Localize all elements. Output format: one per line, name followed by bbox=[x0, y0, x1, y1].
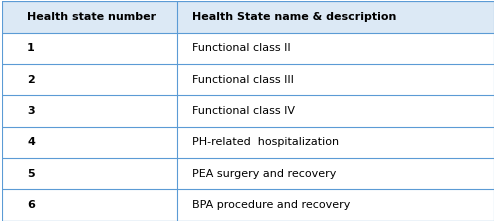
Text: 4: 4 bbox=[27, 137, 35, 147]
Text: 6: 6 bbox=[27, 200, 35, 210]
Text: 2: 2 bbox=[27, 75, 35, 85]
Bar bbox=[2, 95, 494, 127]
Text: Functional class II: Functional class II bbox=[191, 43, 290, 53]
Text: 5: 5 bbox=[27, 169, 35, 179]
Bar bbox=[2, 190, 494, 221]
Bar bbox=[2, 127, 494, 158]
Text: PEA surgery and recovery: PEA surgery and recovery bbox=[191, 169, 336, 179]
Text: 3: 3 bbox=[27, 106, 35, 116]
Text: Health State name & description: Health State name & description bbox=[191, 12, 396, 22]
Text: Functional class III: Functional class III bbox=[191, 75, 294, 85]
Text: Health state number: Health state number bbox=[27, 12, 156, 22]
Bar bbox=[2, 64, 494, 95]
Bar bbox=[2, 32, 494, 64]
Text: 1: 1 bbox=[27, 43, 35, 53]
Text: Functional class IV: Functional class IV bbox=[191, 106, 295, 116]
Bar bbox=[2, 158, 494, 190]
Text: BPA procedure and recovery: BPA procedure and recovery bbox=[191, 200, 350, 210]
Text: PH-related  hospitalization: PH-related hospitalization bbox=[191, 137, 339, 147]
Bar bbox=[2, 1, 494, 32]
